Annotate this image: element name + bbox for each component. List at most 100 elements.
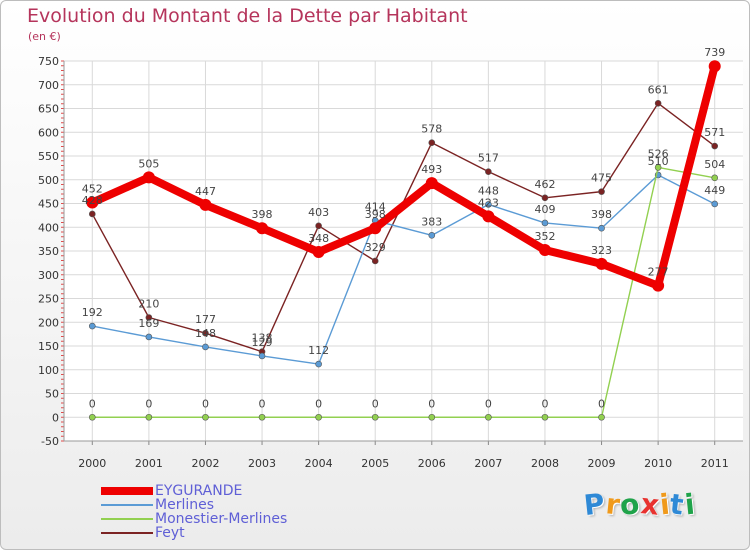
y-tick-label: 300 — [38, 269, 59, 282]
data-label: 526 — [648, 147, 669, 160]
legend-label: Feyt — [155, 525, 185, 541]
data-point — [258, 413, 266, 421]
series-line-Merlines — [91, 174, 716, 365]
data-point — [371, 413, 379, 421]
brand-letter: i — [682, 487, 697, 522]
data-label: 112 — [308, 344, 329, 357]
data-label: 414 — [365, 201, 386, 214]
x-tick-label: 2005 — [361, 457, 389, 470]
data-point — [202, 413, 209, 421]
y-tick-label: 150 — [38, 340, 59, 353]
data-label: 504 — [704, 158, 725, 171]
data-point — [652, 279, 665, 292]
y-tick-label: 700 — [38, 79, 59, 92]
y-tick-label: 650 — [38, 103, 59, 116]
data-point — [315, 360, 322, 368]
data-point — [145, 413, 153, 421]
data-point — [428, 232, 436, 239]
chart-title: Evolution du Montant de la Dette par Hab… — [27, 5, 468, 27]
data-label: 448 — [478, 184, 499, 197]
data-point — [711, 174, 719, 182]
legend-label: Monestier-Merlines — [155, 511, 288, 527]
data-point — [654, 164, 662, 171]
data-label: 0 — [259, 397, 266, 410]
x-tick-label: 2000 — [78, 457, 106, 470]
legend-item: Feyt — [101, 526, 287, 540]
y-tick-label: 200 — [38, 316, 59, 329]
data-label: 177 — [195, 313, 216, 326]
data-point — [428, 413, 436, 421]
data-point — [425, 177, 438, 190]
data-point — [598, 224, 605, 232]
x-tick-label: 2002 — [191, 457, 219, 470]
x-tick-label: 2004 — [305, 457, 333, 470]
data-label: 0 — [485, 397, 492, 410]
data-point — [595, 257, 608, 270]
legend-swatch — [101, 518, 153, 520]
x-tick-label: 2009 — [588, 457, 616, 470]
data-point — [541, 413, 549, 421]
data-point — [369, 222, 382, 235]
y-tick-label: 400 — [38, 221, 59, 234]
legend: EYGURANDE Merlines Monestier-Merlines Feyt — [101, 484, 287, 540]
y-tick-label: 350 — [38, 245, 59, 258]
data-label: 348 — [308, 232, 329, 245]
x-tick-label: 2011 — [701, 457, 729, 470]
data-label: 148 — [195, 327, 216, 340]
data-label: 0 — [598, 397, 605, 410]
data-label: 352 — [534, 230, 555, 243]
data-point — [708, 60, 721, 73]
y-tick-label: 750 — [38, 55, 59, 68]
data-point — [598, 188, 605, 195]
legend-item: Monestier-Merlines — [101, 512, 287, 526]
data-point — [485, 413, 492, 421]
data-label: 739 — [704, 46, 725, 59]
data-label: 452 — [82, 183, 103, 196]
x-tick-label: 2007 — [474, 457, 502, 470]
data-point — [428, 139, 436, 146]
data-label: 129 — [252, 336, 273, 349]
data-label: 0 — [372, 397, 379, 410]
data-label: 277 — [648, 266, 669, 279]
data-point — [312, 245, 325, 258]
data-point — [256, 222, 269, 235]
data-label: 210 — [138, 298, 159, 311]
data-label: 403 — [308, 206, 329, 219]
x-tick-label: 2006 — [418, 457, 446, 470]
data-label: 449 — [704, 184, 725, 197]
data-label: 447 — [195, 185, 216, 198]
unit-label: (en €) — [28, 30, 61, 43]
series-line-EYGURANDE — [88, 62, 719, 290]
data-point — [142, 171, 155, 184]
data-point — [541, 194, 549, 202]
data-label: 0 — [89, 397, 96, 410]
data-point — [86, 196, 99, 209]
legend-swatch — [101, 487, 153, 495]
x-tick-label: 2008 — [531, 457, 559, 470]
data-label: 423 — [478, 196, 499, 209]
data-point — [202, 343, 209, 351]
y-tick-label: 100 — [38, 364, 59, 377]
data-point — [371, 257, 379, 265]
data-label: 571 — [704, 126, 725, 139]
data-point — [315, 413, 322, 421]
y-tick-label: 550 — [38, 150, 59, 163]
data-label: 0 — [202, 397, 209, 410]
data-point — [711, 200, 719, 208]
data-point — [541, 219, 549, 227]
data-point — [482, 210, 495, 223]
data-point — [485, 168, 492, 175]
data-label: 493 — [421, 163, 442, 176]
legend-label: Merlines — [155, 497, 215, 513]
data-point — [258, 352, 266, 360]
brand-letter: P — [582, 486, 608, 523]
x-tick-label: 2001 — [135, 457, 163, 470]
data-label: 0 — [145, 397, 152, 410]
data-label: 517 — [478, 152, 499, 165]
data-label: 383 — [421, 215, 442, 228]
data-label: 0 — [315, 397, 322, 410]
y-tick-label: 0 — [52, 411, 59, 424]
data-point — [145, 333, 153, 341]
data-point — [598, 413, 605, 421]
